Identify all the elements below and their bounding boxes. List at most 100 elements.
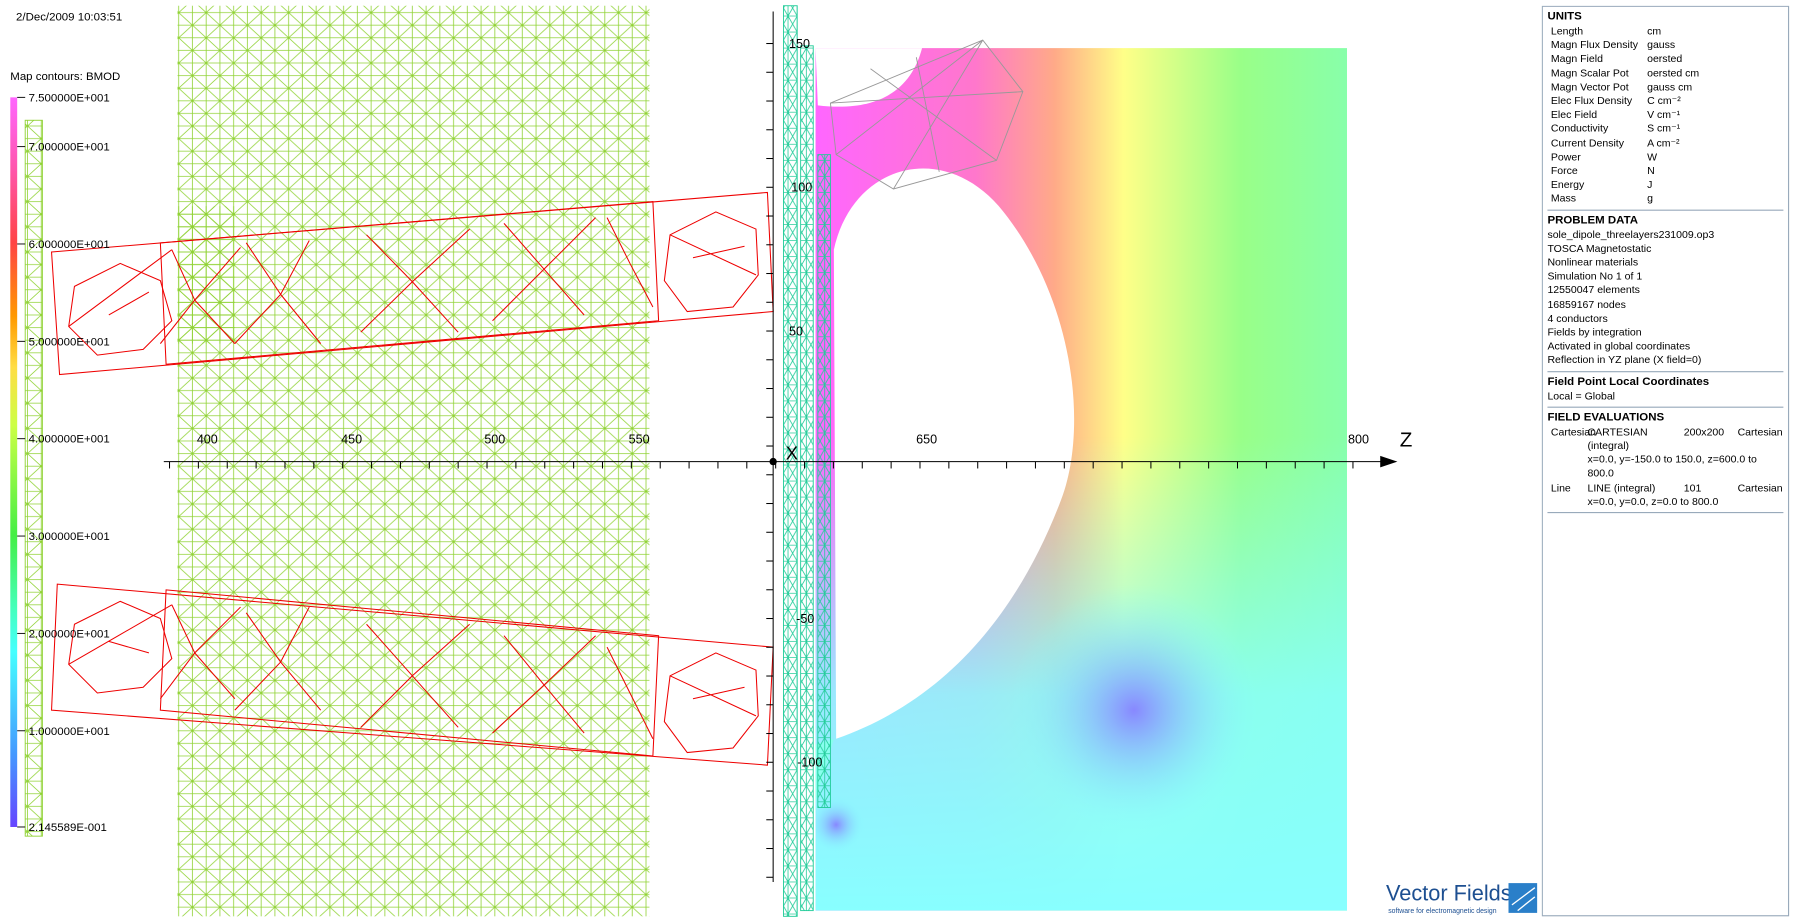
info-line: Reflection in YZ plane (X field=0) [1547,353,1783,367]
legend-label: 7.000000E+001 [29,142,110,154]
axis-arrow [1380,456,1397,467]
logo-name: Vector Fields [1386,880,1512,905]
legend-label: 1.000000E+001 [29,726,110,738]
legend-label: 3.000000E+001 [29,531,110,543]
quantity: Force [1551,164,1647,178]
evaluation-system: Cartesian [1738,481,1784,495]
timestamp: 2/Dec/2009 10:03:51 [16,12,122,24]
quantity: Power [1551,150,1647,164]
unit: W [1647,150,1783,164]
quantity: Elec Field [1551,108,1647,122]
logo-tagline: software for electromagnetic design [1388,908,1496,915]
info-line: 4 conductors [1547,311,1783,325]
section-title: Field Point Local Coordinates [1547,375,1783,389]
legend-label: 2.000000E+001 [29,628,110,640]
quantity: Elec Flux Density [1551,94,1647,108]
unit: cm [1647,24,1783,38]
field-map [816,48,1347,910]
y-tick-label: -50 [796,612,814,626]
legend-label: 2.145589E-001 [29,822,107,834]
quantity: Length [1551,24,1647,38]
section-title: FIELD EVALUATIONS [1547,411,1783,425]
evaluation-size: 101 [1684,481,1738,495]
evaluation-method: LINE (integral) [1588,481,1684,495]
axis-label: Z [1400,429,1413,452]
evaluation-range: x=0.0, y=0.0, z=0.0 to 800.0 [1588,495,1784,509]
evaluation-method: CARTESIAN (integral) [1588,425,1684,453]
z-tick-label: 550 [629,432,650,446]
evaluation-range: x=0.0, y=-150.0 to 150.0, z=600.0 to 800… [1588,453,1784,481]
info-line: TOSCA Magnetostatic [1547,242,1783,256]
quantity: Magn Flux Density [1551,38,1647,52]
z-tick-label: 400 [197,432,218,446]
unit: g [1647,192,1783,206]
legend-title: Map contours: BMOD [10,71,120,83]
info-line: Activated in global coordinates [1547,339,1783,353]
evaluation-kind: Line [1551,481,1588,495]
colorbar [10,97,17,827]
quantity: Conductivity [1551,122,1647,136]
unit: gauss [1647,38,1783,52]
page: Z X 2/Dec/2009 10:03:51 Map contours: BM… [0,0,1796,918]
quantity: Current Density [1551,136,1647,150]
info-line: Fields by integration [1547,325,1783,339]
y-tick-label: -100 [797,755,822,769]
quantity: Magn Scalar Pot [1551,66,1647,80]
unit: V cm⁻¹ [1647,108,1783,122]
unit: S cm⁻¹ [1647,122,1783,136]
info-line: Nonlinear materials [1547,255,1783,269]
evaluation-size: 200x200 [1684,425,1738,453]
legend-label: 5.000000E+001 [29,336,110,348]
quantity: Energy [1551,178,1647,192]
z-tick-label: 500 [484,432,505,446]
y-tick-label: 50 [789,325,803,339]
info-line: 16859167 nodes [1547,297,1783,311]
z-tick-label: 450 [341,432,362,446]
unit: gauss cm [1647,80,1783,94]
unit: N [1647,164,1783,178]
unit: C cm⁻² [1647,94,1783,108]
info-line: Simulation No 1 of 1 [1547,269,1783,283]
y-tick-label: 150 [789,37,810,51]
section-title: PROBLEM DATA [1547,214,1783,228]
quantity: Magn Vector Pot [1551,80,1647,94]
info-line: 12550047 elements [1547,283,1783,297]
quantity: Mass [1551,192,1647,206]
legend-label: 6.000000E+001 [29,239,110,251]
mesh [178,206,235,343]
section-title: UNITS [1547,10,1783,24]
info-line: Local = Global [1547,389,1783,403]
unit: A cm⁻² [1647,136,1783,150]
legend-label: 4.000000E+001 [29,434,110,446]
evaluation-system: Cartesian [1738,425,1784,453]
unit: J [1647,178,1783,192]
z-tick-label: 650 [916,432,937,446]
unit: oersted [1647,52,1783,66]
unit: oersted cm [1647,66,1783,80]
quantity: Magn Field [1551,52,1647,66]
screen: Z X 2/Dec/2009 10:03:51 Map contours: BM… [0,0,1796,918]
axis-label: X [786,442,798,463]
z-tick-label: 800 [1348,432,1369,446]
info-line: sole_dipole_threelayers231009.op3 [1547,228,1783,242]
